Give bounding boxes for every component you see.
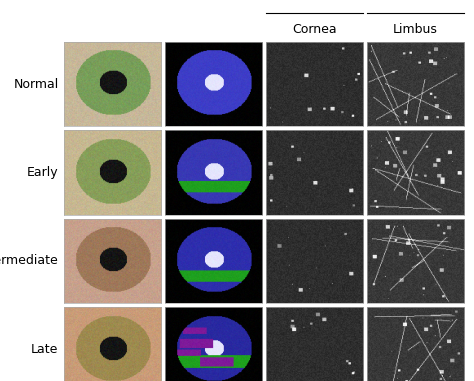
Text: Cornea: Cornea <box>292 23 337 36</box>
Text: Early: Early <box>27 166 59 179</box>
Text: Normal: Normal <box>13 78 59 91</box>
Text: Intermediate: Intermediate <box>0 255 59 267</box>
Text: Late: Late <box>31 343 59 356</box>
Text: Limbus: Limbus <box>393 23 438 36</box>
